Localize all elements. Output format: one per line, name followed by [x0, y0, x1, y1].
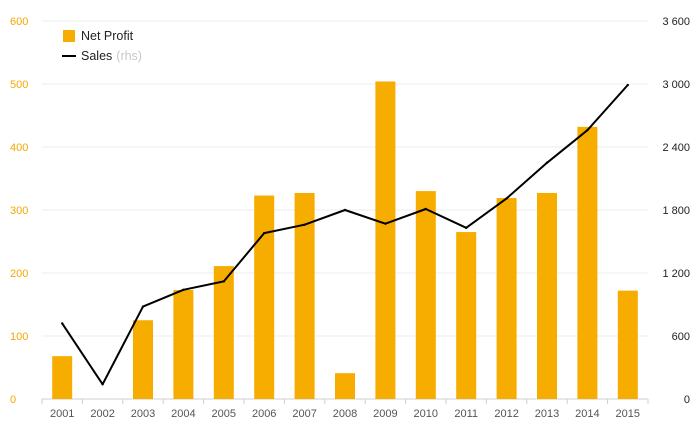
x-tick-label: 2006	[252, 408, 276, 420]
x-tick-label: 2009	[373, 408, 397, 420]
legend-sales-suffix: (rhs)	[116, 49, 142, 63]
left-y-axis: 0 100 200 300 400 500 600	[10, 16, 28, 406]
bar-2014	[577, 126, 598, 399]
sales-point-2002	[101, 383, 104, 386]
left-tick-label: 200	[10, 268, 28, 280]
bar-2006	[254, 195, 275, 399]
sales-point-2011	[465, 226, 468, 230]
x-tick-label: 2013	[535, 408, 559, 420]
left-tick-label: 500	[10, 79, 28, 91]
x-tick-label: 2008	[333, 408, 357, 420]
left-tick-label: 300	[10, 205, 28, 217]
sales-line-group	[61, 83, 629, 386]
right-tick-label: 1 200	[662, 268, 690, 280]
sales-point-2006	[263, 231, 266, 235]
x-tick-label: 2015	[616, 408, 640, 420]
bar-2010	[415, 191, 436, 399]
bar-2009	[375, 81, 396, 399]
bar-2012	[496, 198, 517, 399]
left-tick-label: 400	[10, 142, 28, 154]
sales-point-2008	[343, 208, 347, 212]
legend-sales-label: Sales (rhs)	[81, 49, 142, 63]
bar-2001	[52, 356, 73, 399]
right-y-axis: 0 600 1 200 1 800 2 400 3 000 3 600	[662, 16, 690, 406]
sales-point-2004	[182, 288, 185, 291]
net-profit-bars	[52, 81, 638, 399]
x-axis: 2001 2002 2003 2004 2005 2006 2007 2008 2009 2010…	[41, 399, 649, 420]
bar-2007	[294, 192, 315, 399]
bar-2011	[456, 232, 477, 399]
right-tick-label: 2 400	[662, 142, 690, 154]
left-tick-label: 100	[10, 331, 28, 343]
x-tick-label: 2011	[454, 408, 478, 420]
right-tick-label: 3 000	[662, 79, 690, 91]
left-tick-label: 0	[10, 394, 16, 406]
x-tick-label: 2005	[212, 408, 236, 420]
x-tick-label: 2004	[171, 408, 195, 420]
bar-2005	[213, 266, 234, 399]
legend-net-profit-label: Net Profit	[81, 29, 134, 43]
sales-point-2015	[626, 83, 629, 87]
bar-2013	[537, 192, 557, 399]
x-tick-label: 2002	[90, 408, 114, 420]
right-tick-label: 1 800	[662, 205, 690, 217]
right-tick-label: 0	[684, 394, 690, 406]
sales-point-2001	[61, 322, 64, 325]
x-tick-label: 2003	[131, 408, 155, 420]
sales-point-2014	[586, 129, 589, 132]
sales-point-2007	[303, 223, 306, 226]
x-tick-label: 2007	[292, 408, 316, 420]
x-tick-label: 2010	[414, 408, 438, 420]
sales-point-2012	[505, 197, 508, 200]
left-tick-label: 600	[10, 16, 28, 28]
x-tick-label: 2001	[50, 408, 74, 420]
sales-point-2009	[384, 222, 387, 225]
bar-2008	[335, 373, 355, 399]
right-tick-label: 600	[672, 331, 690, 343]
sales-point-2013	[545, 161, 549, 164]
legend-sales-name: Sales	[81, 49, 112, 63]
right-tick-label: 3 600	[662, 16, 690, 28]
bar-2004	[173, 290, 194, 399]
sales-point-2005	[222, 280, 225, 283]
x-tick-label: 2012	[494, 408, 518, 420]
bar-2003	[133, 320, 153, 399]
sales-point-2010	[424, 207, 427, 211]
x-tick-label: 2014	[575, 408, 599, 420]
bar-2015	[617, 290, 638, 399]
legend-net-profit-swatch	[63, 30, 75, 42]
sales-point-2003	[141, 305, 145, 308]
legend: Net Profit Sales (rhs)	[62, 29, 142, 63]
